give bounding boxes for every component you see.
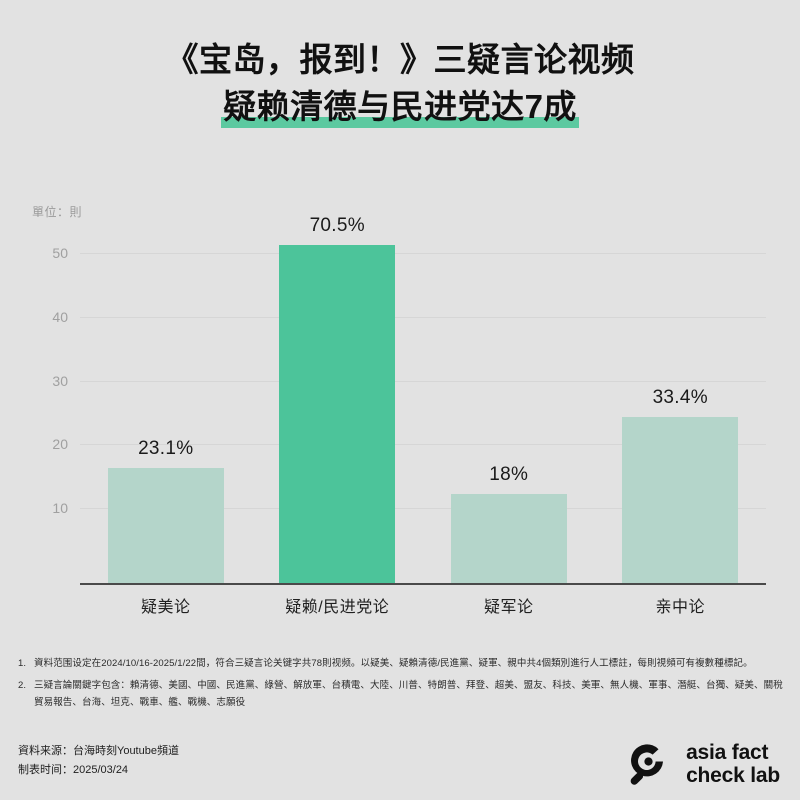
bar-3[interactable] (622, 417, 739, 583)
ytick-label-30: 30 (52, 373, 68, 389)
title-line-2: 疑赖清德与民进党达7成 (221, 83, 579, 130)
ytick-label-20: 20 (52, 436, 68, 452)
bar-group-2[interactable]: 18% (423, 215, 595, 583)
bar-series: 23.1% 70.5% 18% 33.4% (80, 215, 766, 583)
title-line-1: 《宝岛，报到！》三疑言论视频 (165, 41, 635, 78)
footnote-2: 2. 三疑言論關鍵字包含：賴清德、美國、中國、民進黨、綠營、解放軍、台積電、大陸… (18, 677, 788, 711)
xlabel-0: 疑美论 (140, 599, 191, 616)
plot-area: 50 40 30 20 10 23.1% 70.5% 18% (52, 215, 766, 585)
gridline-10: 10 (52, 500, 766, 516)
date-line: 制表时间：2025/03/24 (18, 764, 129, 776)
footnote-1-text: 資料范围设定在2024/10/16-2025/1/22間，符合三疑言论关键字共7… (34, 658, 753, 669)
logo-text-line-1: asia fact (686, 741, 769, 764)
source-block: 資料来源：台海時刻Youtube頻道 制表时间：2025/03/24 (18, 742, 179, 780)
footnote-1: 1. 資料范围设定在2024/10/16-2025/1/22間，符合三疑言论关键… (18, 655, 788, 672)
gridline-50: 50 (52, 245, 766, 261)
logo: asia fact check lab (627, 740, 780, 788)
bar-value-label-0: 23.1% (138, 438, 194, 460)
footnote-2-text: 三疑言論關鍵字包含：賴清德、美國、中國、民進黨、綠營、解放軍、台積電、大陸、川普… (34, 680, 783, 708)
gridline-40: 40 (52, 309, 766, 325)
bar-chart: 單位：則 50 40 30 20 10 23.1% 70.5% (0, 185, 800, 625)
ytick-label-10: 10 (52, 500, 68, 516)
logo-text-line-2: check lab (686, 764, 780, 787)
xlabel-3: 亲中论 (655, 599, 705, 616)
footnote-1-number: 1. (18, 658, 27, 669)
magnifier-c-icon (627, 740, 675, 788)
bar-2[interactable] (450, 493, 567, 583)
xlabel-1: 疑赖/民进党论 (285, 599, 390, 616)
gridline-20: 20 (52, 436, 766, 452)
bar-group-1[interactable]: 70.5% (252, 215, 424, 583)
x-axis-labels: 疑美论 疑赖/民进党论 疑军论 亲中论 (80, 593, 766, 617)
gridline-30: 30 (52, 373, 766, 389)
bar-value-label-2: 18% (489, 463, 529, 485)
page-title: 《宝岛，报到！》三疑言论视频 疑赖清德与民进党达7成 (0, 0, 800, 130)
bar-value-label-1: 70.5% (309, 215, 365, 236)
bar-group-0[interactable]: 23.1% (80, 215, 252, 583)
bar-group-3[interactable]: 33.4% (595, 215, 767, 583)
logo-text: asia fact check lab (686, 741, 780, 787)
bar-value-label-3: 33.4% (652, 387, 708, 409)
source-line: 資料来源：台海時刻Youtube頻道 (18, 745, 179, 757)
bar-1[interactable] (279, 245, 396, 583)
xlabel-2: 疑军论 (483, 599, 534, 616)
ytick-label-50: 50 (52, 245, 68, 261)
ytick-label-40: 40 (52, 309, 68, 325)
footnote-2-number: 2. (18, 680, 27, 691)
unit-label: 單位：則 (32, 205, 83, 219)
x-axis-line (80, 583, 766, 585)
title-highlight-bar (221, 117, 579, 128)
bar-0[interactable] (107, 468, 224, 583)
footnotes: 1. 資料范围设定在2024/10/16-2025/1/22間，符合三疑言论关键… (18, 655, 788, 711)
